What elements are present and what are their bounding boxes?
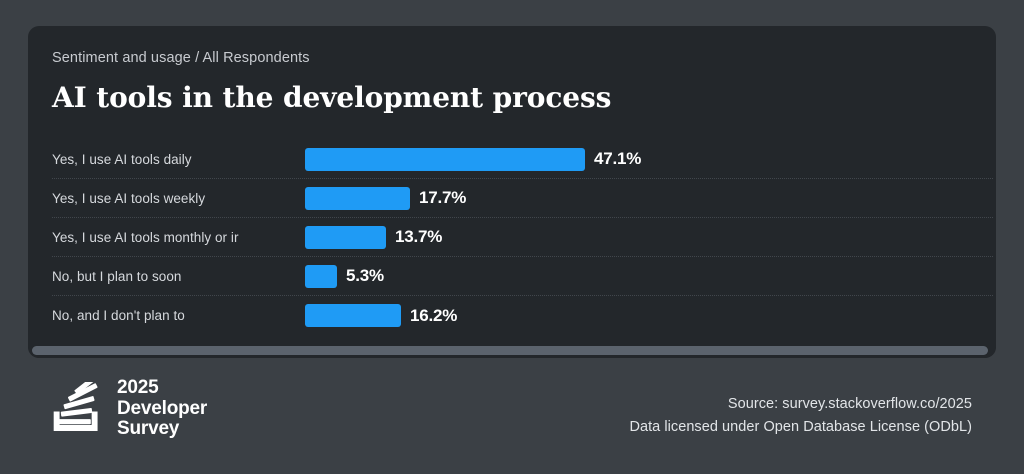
bar-value-label: 16.2% <box>410 305 458 325</box>
bar[interactable] <box>305 147 585 171</box>
bar-plot-area: 17.7% <box>305 179 993 217</box>
brand-developer: Developer <box>117 397 208 419</box>
bar[interactable] <box>305 304 401 327</box>
bar-category-label: No, but I plan to soon <box>52 268 182 284</box>
source-attribution: Source: survey.stackoverflow.co/2025 Dat… <box>629 393 972 439</box>
footer: 2025 Developer Survey Source: survey.sta… <box>0 370 1024 460</box>
bar-value-label: 17.7% <box>419 188 467 207</box>
chart-card-body: Sentiment and usage / All Respondents AI… <box>28 26 996 358</box>
brand-block: 2025 Developer Survey <box>52 377 208 440</box>
bar-value-label: 13.7% <box>395 227 443 246</box>
chart-row: No, and I don't plan to 16.2% <box>52 296 993 335</box>
bar-category-label: No, and I don't plan to <box>52 308 185 323</box>
bar-plot-area: 13.7% <box>305 218 993 256</box>
chart-row: No, but I plan to soon 5.3% <box>52 257 993 296</box>
chart-row: Yes, I use AI tools monthly or ir 13.7% <box>52 218 993 257</box>
bar-category-label: Yes, I use AI tools monthly or ir <box>52 229 239 245</box>
stack-overflow-logo-icon <box>53 381 102 431</box>
bar-value-label: 5.3% <box>346 266 384 285</box>
breadcrumb: Sentiment and usage / All Respondents <box>52 50 310 66</box>
bar-plot-area: 47.1% <box>305 140 993 178</box>
brand-text: 2025 Developer Survey <box>117 377 208 440</box>
horizontal-scrollbar-thumb[interactable] <box>32 346 988 355</box>
bar[interactable] <box>305 264 337 288</box>
chart-row: Yes, I use AI tools weekly 17.7% <box>52 179 993 218</box>
bar-category-label: Yes, I use AI tools daily <box>52 151 192 167</box>
page-title: AI tools in the development process <box>52 81 612 114</box>
bar-value-label: 47.1% <box>594 149 642 168</box>
bar-chart: Yes, I use AI tools daily 47.1% Yes, I use… <box>52 140 993 335</box>
bar-plot-area: 16.2% <box>305 296 993 335</box>
horizontal-scrollbar-track[interactable] <box>28 344 996 358</box>
bar-category-label: Yes, I use AI tools weekly <box>52 190 206 206</box>
bar-plot-area: 5.3% <box>305 257 993 295</box>
bar[interactable] <box>305 225 386 249</box>
source-url-line: Source: survey.stackoverflow.co/2025 <box>727 396 972 412</box>
brand-survey: Survey <box>117 418 180 439</box>
chart-card: Sentiment and usage / All Respondents AI… <box>28 26 996 358</box>
brand-year: 2025 <box>117 377 159 398</box>
license-line: Data licensed under Open Database Licens… <box>629 419 972 435</box>
bar[interactable] <box>305 186 410 210</box>
chart-row: Yes, I use AI tools daily 47.1% <box>52 140 993 179</box>
